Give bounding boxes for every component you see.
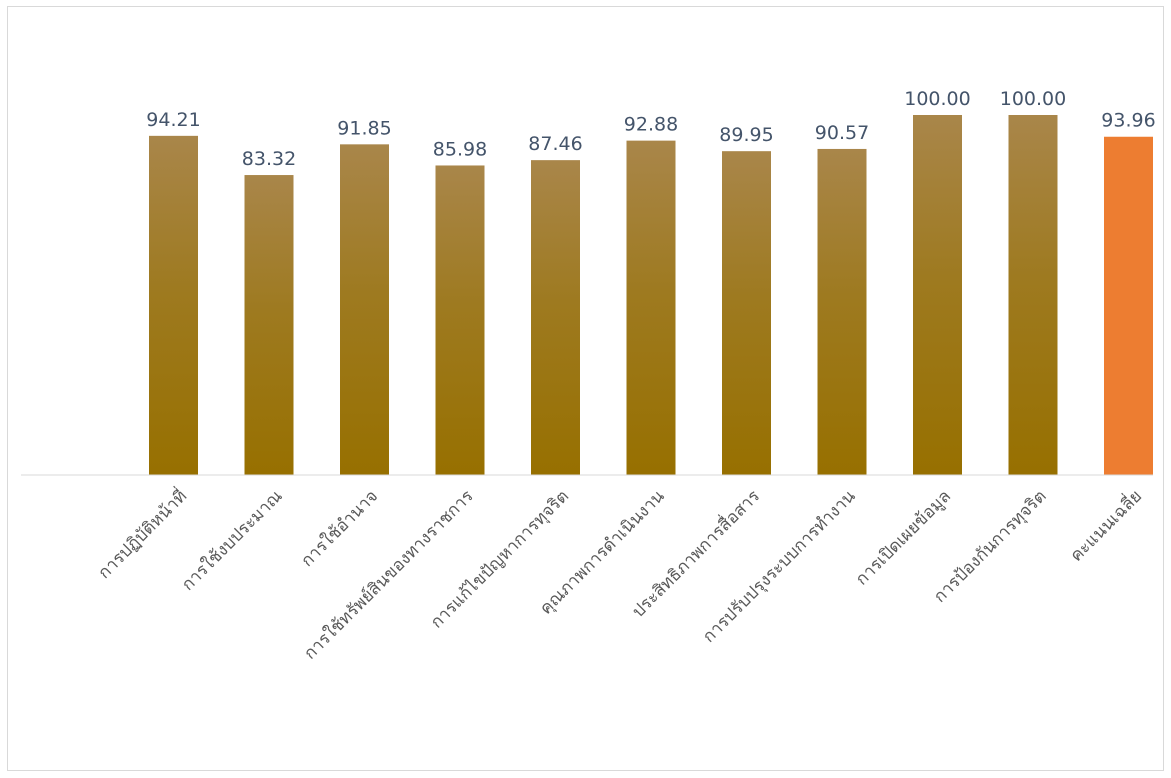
category-labels-group: การปฏิบัติหน้าที่การใช้งบประมาณ การใช้อำน… [92, 484, 1146, 663]
bar-7 [817, 148, 867, 475]
bar-4 [531, 160, 580, 476]
bar-3 [435, 165, 485, 476]
category-label-7: การปรับปรุงระบบการทำงาน [699, 486, 860, 647]
value-label-1: 83.32 [242, 148, 296, 170]
bar-0 [149, 135, 198, 475]
category-label-3: การใช้ทรัพย์สินของทางราชการ [300, 486, 478, 664]
value-label-6: 89.95 [719, 124, 773, 146]
category-label-8: การเปิดเผยข้อมูล [852, 486, 955, 589]
value-label-3: 85.98 [433, 138, 487, 160]
bar-chart: 94.21 83.32 91.85 85.98 87.46 92.88 89.95 90.57… [21, 88, 1156, 664]
chart-frame: 94.21 83.32 91.85 85.98 87.46 92.88 89.95 90.57… [7, 6, 1164, 771]
value-label-5: 92.88 [624, 114, 678, 136]
value-label-9: 100.00 [1000, 88, 1066, 110]
bar-5 [626, 140, 676, 475]
category-label-10: คะแนนเฉลี่ย [1064, 484, 1146, 566]
value-labels-group: 94.21 83.32 91.85 85.98 87.46 92.88 89.95 90.57… [146, 88, 1155, 170]
bar-1 [244, 175, 294, 475]
bar-9 [1008, 115, 1058, 475]
category-label-1: การใช้งบประมาณ [177, 486, 286, 595]
value-label-7: 90.57 [815, 122, 869, 144]
category-label-0: การปฏิบัติหน้าที่ [92, 484, 191, 583]
value-label-8: 100.00 [904, 88, 970, 110]
bar-6 [722, 151, 771, 475]
category-label-2: การใช้อำนาจ [297, 486, 382, 571]
value-label-10: 93.96 [1101, 110, 1155, 132]
bar-10 [1104, 136, 1153, 475]
bar-2 [340, 144, 389, 475]
value-label-0: 94.21 [146, 109, 200, 131]
bar-8 [913, 115, 962, 475]
value-label-4: 87.46 [528, 133, 582, 155]
bars-group [149, 115, 1153, 476]
value-label-2: 91.85 [337, 117, 391, 139]
